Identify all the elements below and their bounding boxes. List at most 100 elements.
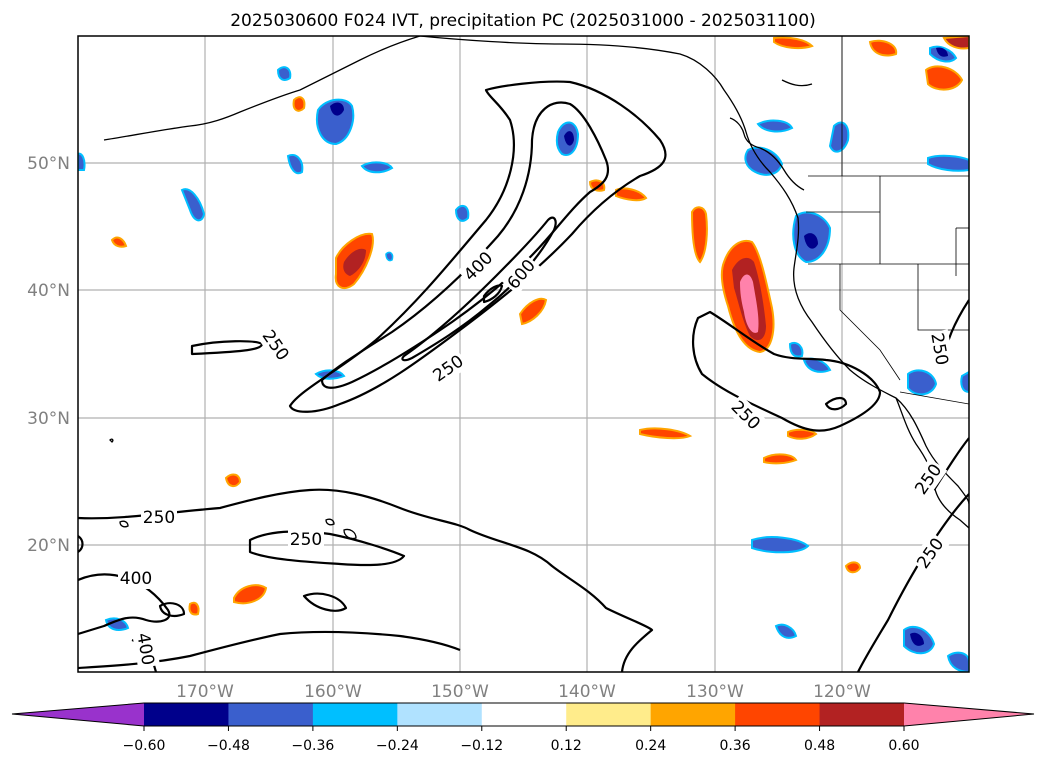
ivt-400-contour [78, 573, 171, 636]
precip-negative-area [788, 342, 804, 358]
colorbar-segment [228, 703, 314, 726]
precip-positive-area [868, 39, 898, 57]
colorbar-segment [481, 703, 567, 726]
precip-negative-area [104, 617, 130, 631]
hawaii-island [343, 528, 357, 540]
precip-positive-area [690, 206, 708, 264]
lat-label: 30°N [27, 409, 70, 429]
precip-positive-area [942, 36, 969, 50]
colorbar-segment [819, 703, 905, 726]
precip-negative-area [180, 188, 206, 222]
ca-nv-border [839, 264, 901, 381]
lon-label: 120°W [813, 682, 871, 702]
colorbar-extend-low [12, 703, 144, 726]
alaska-peninsula-coast [103, 36, 421, 141]
precip-negative-core [910, 632, 924, 646]
colorbar-tick-label: −0.60 [123, 738, 166, 754]
ivt-250-contour [78, 535, 84, 553]
precip-positive-area [615, 187, 648, 202]
precip-negative-area [276, 66, 292, 81]
ivt-250-contour [692, 310, 882, 432]
colorbar-segment [735, 703, 821, 726]
ivt-600-contour [482, 284, 504, 304]
vancouver-island [759, 147, 805, 191]
precip-positive-area [924, 65, 964, 91]
precip-negative-area [78, 152, 86, 171]
colorbar-segment [566, 703, 652, 726]
coastlines [103, 36, 969, 540]
precip-positive-area [588, 179, 606, 192]
ivt-250-contour [857, 493, 969, 672]
north-america-coast [419, 36, 969, 505]
colorbar-tick-label: 0.12 [551, 738, 582, 754]
colorbar-segment [312, 703, 398, 726]
precip-negative-core [936, 47, 948, 57]
precip-negative-area [454, 204, 470, 222]
ivt-250-contour [824, 396, 848, 411]
hawaii-island [325, 518, 335, 526]
bc-coast-detail [729, 117, 761, 149]
hawaii-island [109, 438, 114, 443]
contour-label: 400 [120, 569, 152, 589]
precip-positive-area [110, 236, 128, 248]
colorbar-segment [397, 703, 483, 726]
contour-label: 250 [290, 530, 322, 550]
colorbar-ticks: −0.60 −0.48 −0.36 −0.24 −0.12 0.12 0.24 0.36 0.4… [123, 726, 920, 754]
colorbar-tick-label: −0.48 [207, 738, 250, 754]
us-mexico-border [899, 391, 969, 405]
precip-positive-area [188, 601, 200, 616]
precip-negative-area [960, 370, 969, 394]
precip-positive-area [518, 297, 548, 326]
lat-label: 20°N [27, 536, 70, 556]
precip-negative-core [564, 131, 574, 146]
precip-negative-area [360, 161, 394, 174]
colorbar-tick-label: −0.36 [291, 738, 334, 754]
colorbar-tick-label: 0.24 [635, 738, 666, 754]
hawaii-island [119, 520, 129, 528]
colorbar-tick-label: 0.36 [720, 738, 751, 754]
precip-positive-area [844, 561, 862, 574]
ivt-400-contour [158, 602, 186, 617]
precip-positive-core [343, 248, 366, 276]
colorbar: −0.60 −0.48 −0.36 −0.24 −0.12 0.12 0.24 0.36 0.4… [11, 702, 1035, 754]
colorbar-tick-label: −0.12 [460, 738, 503, 754]
latitude-labels: 50°N 40°N 30°N 20°N [27, 154, 70, 556]
precip-negative-area [828, 121, 850, 153]
lon-label: 160°W [304, 682, 362, 702]
precip-positive-area [763, 453, 798, 465]
precip-negative-core [330, 102, 344, 116]
precip-shading [78, 36, 969, 672]
precip-negative-area [385, 251, 394, 262]
precip-positive-area [787, 428, 818, 440]
colorbar-segments [144, 703, 905, 726]
lon-label: 170°W [176, 682, 234, 702]
precip-positive-area [233, 584, 268, 605]
precip-negative-area [927, 154, 969, 172]
precip-max-core [740, 274, 759, 333]
precip-positive-area [639, 427, 693, 440]
precip-negative-area [774, 623, 798, 639]
precip-negative-area [316, 98, 355, 146]
lon-label: 150°W [431, 682, 489, 702]
lon-label: 130°W [686, 682, 744, 702]
colorbar-tick-label: 0.48 [804, 738, 835, 754]
precip-negative-area [907, 369, 938, 396]
colorbar-tick-label: −0.24 [376, 738, 419, 754]
lon-label: 140°W [558, 682, 616, 702]
contour-label: 250 [143, 508, 175, 528]
colorbar-segment [144, 703, 229, 726]
lat-label: 40°N [27, 281, 70, 301]
precip-positive-area [292, 96, 306, 112]
chart-title: 2025030600 F024 IVT, precipitation PC (2… [230, 11, 816, 31]
precip-positive-area [224, 473, 242, 488]
precip-negative-area [744, 146, 784, 176]
precip-positive-area [773, 36, 814, 50]
ivt-600-contour [401, 216, 557, 362]
lat-label: 50°N [27, 154, 70, 174]
ivt-250-contour [288, 80, 667, 413]
map-panel: 250 250 250 250 250 250 250 400 400 400 [77, 35, 970, 673]
longitude-labels: 170°W 160°W 150°W 140°W 130°W 120°W [176, 682, 871, 702]
precip-negative-core [804, 233, 818, 249]
yukon-coast-detail [781, 79, 813, 87]
